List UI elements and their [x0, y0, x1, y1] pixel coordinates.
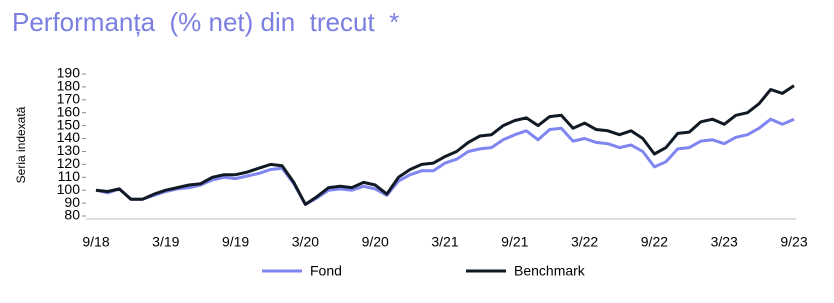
y-tick-label: 160 — [57, 103, 81, 119]
y-tick-label: 130 — [57, 142, 81, 158]
x-tick-label: 3/21 — [431, 234, 458, 250]
x-tick-label: 3/20 — [292, 234, 319, 250]
legend-label: Benchmark — [514, 263, 586, 279]
y-tick-label: 80 — [64, 207, 80, 223]
x-tick-label: 3/19 — [152, 234, 179, 250]
y-tick-label: 110 — [58, 168, 81, 184]
y-tick-label: 190 — [57, 65, 81, 81]
x-tick-label: 9/19 — [222, 234, 249, 250]
x-tick-label: 3/22 — [571, 234, 598, 250]
x-tick-label: 9/18 — [82, 234, 109, 250]
x-tick-label: 3/23 — [711, 234, 738, 250]
y-tick-label: 100 — [57, 181, 81, 197]
y-tick-label: 150 — [57, 116, 81, 132]
chart-title: Performanța (% net) din trecut * — [12, 7, 399, 37]
y-tick-label: 180 — [57, 78, 81, 94]
y-tick-label: 140 — [57, 129, 81, 145]
x-tick-label: 9/22 — [641, 234, 668, 250]
x-tick-label: 9/21 — [501, 234, 528, 250]
series-line — [95, 84, 795, 206]
series-line — [95, 117, 795, 206]
x-tick-label: 9/20 — [362, 234, 389, 250]
legend-label: Fond — [310, 263, 342, 279]
y-tick-label: 120 — [57, 155, 81, 171]
y-tick-label: 90 — [64, 194, 80, 210]
y-tick-label: 170 — [57, 91, 81, 107]
y-axis-label: Seria indexată — [14, 106, 28, 183]
x-tick-label: 9/23 — [780, 234, 807, 250]
